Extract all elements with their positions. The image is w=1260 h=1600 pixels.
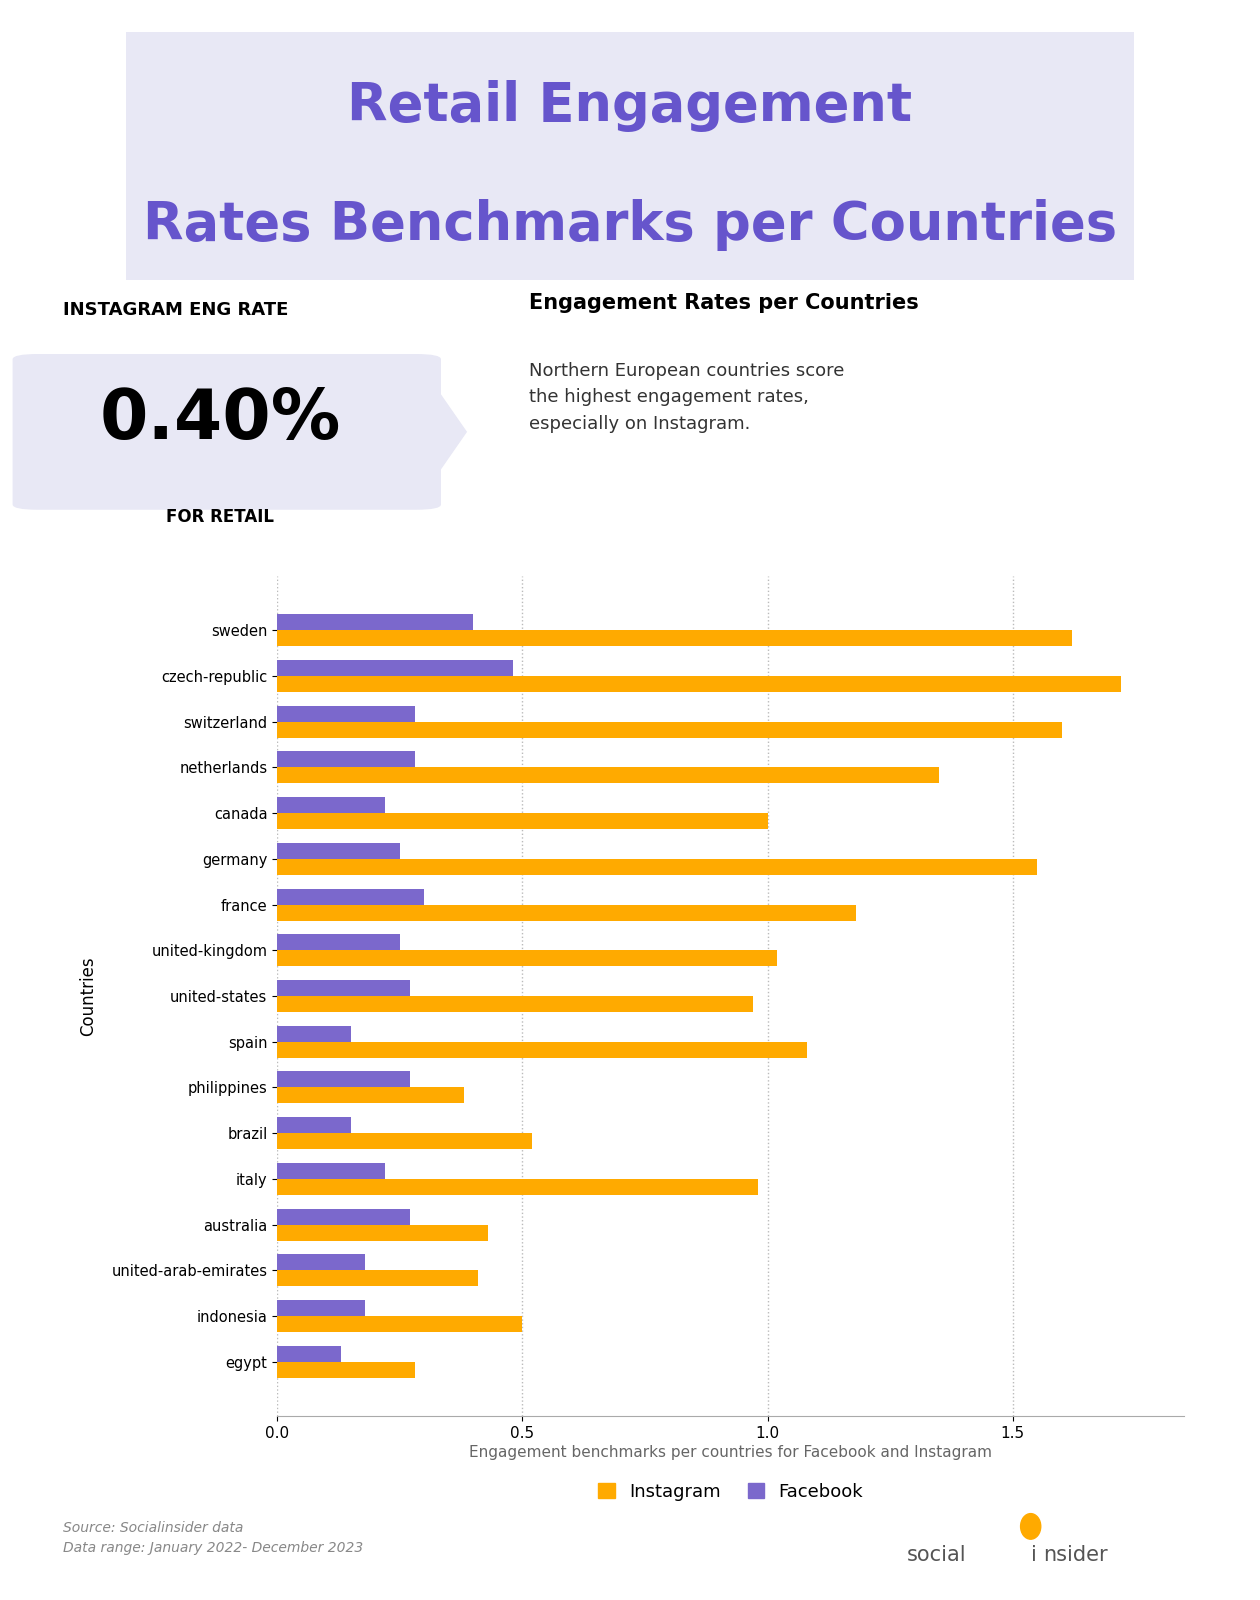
Bar <box>277 797 386 813</box>
Text: Rates Benchmarks per Countries: Rates Benchmarks per Countries <box>142 200 1118 251</box>
FancyBboxPatch shape <box>86 22 1174 293</box>
Bar <box>277 768 939 784</box>
Bar <box>277 752 415 768</box>
Bar <box>277 614 474 630</box>
Bar <box>277 1317 523 1333</box>
Bar <box>277 1362 415 1378</box>
Bar <box>277 1346 341 1362</box>
Y-axis label: Countries: Countries <box>79 957 97 1035</box>
Bar <box>277 630 1071 646</box>
Bar <box>277 1208 410 1224</box>
Circle shape <box>1021 1514 1041 1539</box>
Bar <box>277 1270 479 1286</box>
FancyBboxPatch shape <box>13 354 441 510</box>
Bar <box>277 1133 532 1149</box>
Bar <box>277 859 1037 875</box>
Bar <box>277 995 753 1013</box>
Text: Engagement benchmarks per countries for Facebook and Instagram: Engagement benchmarks per countries for … <box>469 1445 993 1461</box>
Text: Source: Socialinsider data
Data range: January 2022- December 2023: Source: Socialinsider data Data range: J… <box>63 1520 363 1555</box>
Bar <box>277 1026 350 1042</box>
Bar <box>277 1179 757 1195</box>
Polygon shape <box>416 360 466 504</box>
Text: i: i <box>1031 1546 1037 1565</box>
Bar <box>277 950 777 966</box>
Bar <box>277 934 399 950</box>
Bar <box>277 706 415 722</box>
Text: FOR RETAIL: FOR RETAIL <box>166 507 275 525</box>
Bar <box>277 1254 365 1270</box>
Text: nsider: nsider <box>1043 1546 1108 1565</box>
Legend: Instagram, Facebook: Instagram, Facebook <box>591 1475 871 1507</box>
Text: INSTAGRAM ENG RATE: INSTAGRAM ENG RATE <box>63 301 289 320</box>
Bar <box>277 675 1120 691</box>
Bar <box>277 1088 464 1104</box>
Bar <box>277 1117 350 1133</box>
Bar <box>277 1301 365 1317</box>
Text: 0.40%: 0.40% <box>100 387 341 453</box>
Bar <box>277 843 399 859</box>
Bar <box>277 722 1062 738</box>
Bar <box>277 1042 806 1058</box>
Text: Engagement Rates per Countries: Engagement Rates per Countries <box>529 293 919 314</box>
Bar <box>277 659 513 675</box>
Bar <box>277 1224 488 1240</box>
Bar <box>277 1072 410 1088</box>
Bar <box>277 888 425 904</box>
Text: Retail Engagement: Retail Engagement <box>348 80 912 133</box>
Bar <box>277 904 856 920</box>
Bar <box>277 979 410 995</box>
Bar <box>277 813 767 829</box>
Text: Northern European countries score
the highest engagement rates,
especially on In: Northern European countries score the hi… <box>529 362 844 432</box>
Text: social: social <box>907 1546 966 1565</box>
Bar <box>277 1163 386 1179</box>
